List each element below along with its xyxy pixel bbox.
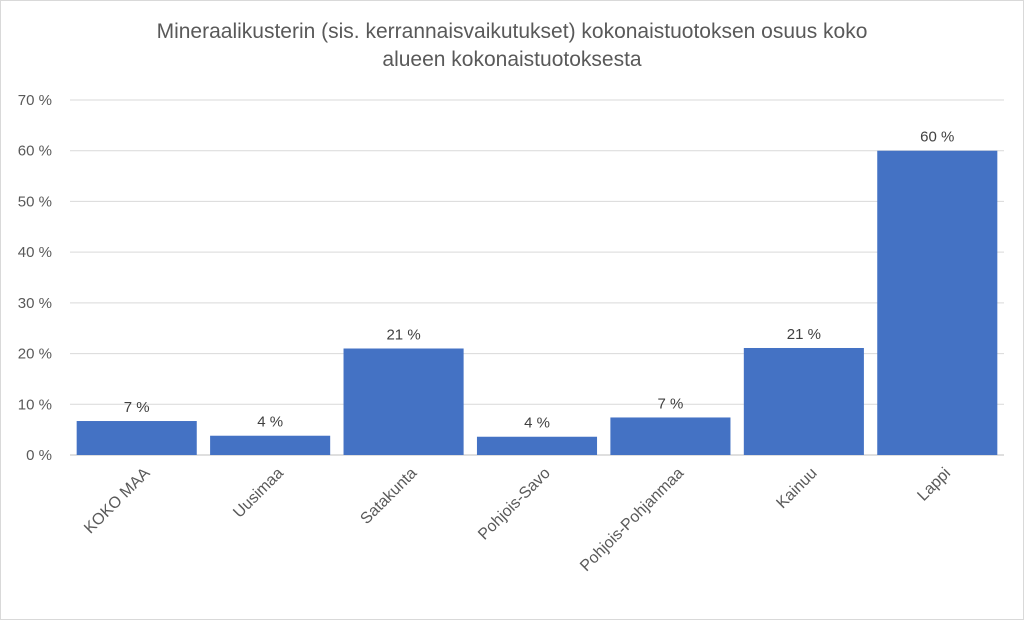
y-tick-label: 70 % bbox=[18, 92, 52, 109]
x-category-label: Lappi bbox=[914, 465, 954, 505]
x-category-label: KOKO MAA bbox=[81, 465, 154, 538]
data-label: 21 % bbox=[787, 326, 821, 343]
chart-title-line-1: Mineraalikusterin (sis. kerrannaisvaikut… bbox=[156, 20, 868, 43]
data-label: 7 % bbox=[124, 399, 150, 416]
bar bbox=[343, 348, 464, 455]
data-label: 7 % bbox=[657, 395, 683, 412]
chart-title: Mineraalikusterin (sis. kerrannaisvaikut… bbox=[0, 18, 1024, 74]
bar bbox=[610, 417, 731, 455]
x-category-label: Uusimaa bbox=[230, 465, 287, 522]
bar bbox=[210, 435, 331, 455]
data-label: 60 % bbox=[920, 129, 954, 146]
bar bbox=[476, 436, 598, 455]
y-tick-label: 0 % bbox=[26, 447, 52, 464]
bar bbox=[76, 421, 197, 455]
data-label: 21 % bbox=[386, 327, 420, 344]
y-tick-label: 60 % bbox=[18, 143, 52, 160]
y-tick-label: 20 % bbox=[18, 346, 52, 363]
bar bbox=[743, 347, 864, 455]
x-category-label: Satakunta bbox=[357, 465, 420, 528]
y-tick-label: 10 % bbox=[18, 396, 52, 413]
y-tick-label: 30 % bbox=[18, 295, 52, 312]
x-category-label: Kainuu bbox=[773, 465, 820, 512]
y-tick-label: 40 % bbox=[18, 244, 52, 261]
y-tick-label: 50 % bbox=[18, 193, 52, 210]
x-category-label: Pohjois-Pohjanmaa bbox=[577, 465, 687, 575]
data-label: 4 % bbox=[524, 415, 550, 432]
data-label: 4 % bbox=[257, 414, 283, 431]
x-category-label: Pohjois-Savo bbox=[475, 465, 554, 544]
bar bbox=[877, 150, 998, 455]
chart-title-line-2: alueen kokonaistuotoksesta bbox=[382, 48, 642, 71]
